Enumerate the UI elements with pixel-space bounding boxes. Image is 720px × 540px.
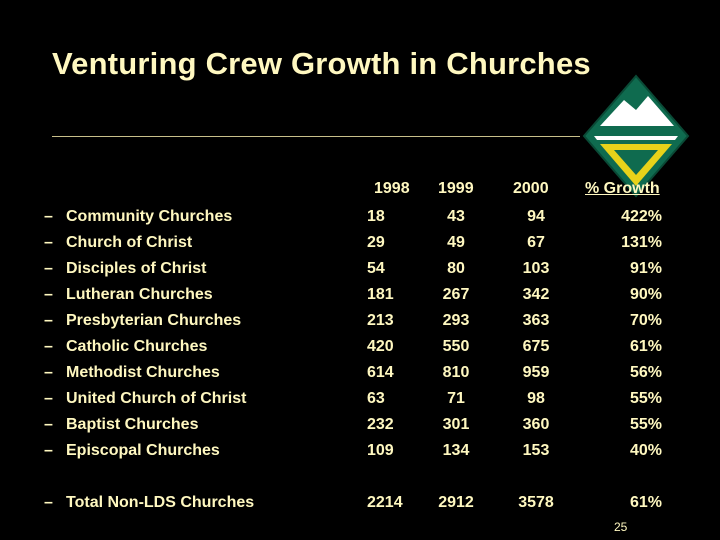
row-bullet: – — [44, 312, 53, 329]
table-row: – Disciples of Christ 54 80 103 91% — [0, 260, 720, 286]
cell-growth: 422% — [621, 208, 662, 225]
row-bullet: – — [44, 208, 53, 225]
cell-1999: 43 — [447, 208, 465, 225]
row-bullet: – — [44, 234, 53, 251]
cell-1999: 550 — [442, 338, 470, 355]
cell-2000: 103 — [522, 260, 550, 277]
row-bullet: – — [44, 442, 53, 459]
cell-growth: 55% — [629, 390, 662, 407]
row-bullet: – — [44, 286, 53, 303]
cell-2000: 360 — [522, 416, 550, 433]
row-church-name: Catholic Churches — [66, 338, 208, 355]
cell-1998: 54 — [367, 260, 385, 277]
table-row: – United Church of Christ 63 71 98 55% — [0, 390, 720, 416]
cell-1999: 71 — [447, 390, 465, 407]
cell-1999: 134 — [442, 442, 470, 459]
row-bullet: – — [44, 338, 53, 355]
row-church-name: United Church of Christ — [66, 390, 247, 407]
cell-1998: 232 — [367, 416, 394, 433]
cell-growth: 40% — [629, 442, 662, 459]
row-church-name: Lutheran Churches — [66, 286, 213, 303]
cell-growth: 56% — [629, 364, 662, 381]
cell-2000: 3578 — [518, 494, 554, 511]
row-church-name: Church of Christ — [66, 234, 193, 251]
cell-2000: 363 — [522, 312, 550, 329]
cell-1998: 109 — [367, 442, 394, 459]
cell-2000: 675 — [522, 338, 550, 355]
cell-2000: 67 — [527, 234, 545, 251]
cell-growth: 70% — [629, 312, 662, 329]
cell-1998: 213 — [367, 312, 394, 329]
table-row: – Lutheran Churches 181 267 342 90% — [0, 286, 720, 312]
table-row: – Catholic Churches 420 550 675 61% — [0, 338, 720, 364]
table-row: – Methodist Churches 614 810 959 56% — [0, 364, 720, 390]
row-bullet: – — [44, 494, 53, 511]
table-row: – Community Churches 18 43 94 422% — [0, 208, 720, 234]
row-church-name: Community Churches — [66, 208, 233, 225]
cell-1998: 18 — [367, 208, 385, 225]
cell-growth: 61% — [629, 494, 662, 511]
cell-1998: 29 — [367, 234, 385, 251]
cell-1998: 181 — [367, 286, 394, 303]
table-row: – Baptist Churches 232 301 360 55% — [0, 416, 720, 442]
venturing-logo-icon — [582, 74, 690, 198]
row-bullet: – — [44, 390, 53, 407]
title-divider — [52, 136, 580, 137]
cell-growth: 61% — [629, 338, 662, 355]
cell-1999: 301 — [442, 416, 470, 433]
cell-growth: 131% — [621, 234, 662, 251]
cell-1999: 267 — [442, 286, 470, 303]
cell-2000: 342 — [522, 286, 550, 303]
cell-1999: 293 — [442, 312, 470, 329]
row-church-name: Methodist Churches — [66, 364, 220, 381]
header-1998: 1998 — [374, 180, 410, 197]
row-church-name: Presbyterian Churches — [66, 312, 242, 329]
table-row: – Presbyterian Churches 213 293 363 70% — [0, 312, 720, 338]
row-bullet: – — [44, 260, 53, 277]
cell-2000: 959 — [522, 364, 550, 381]
table-row: – Episcopal Churches 109 134 153 40% — [0, 442, 720, 468]
slide-title: Venturing Crew Growth in Churches — [52, 46, 591, 81]
cell-1999: 80 — [447, 260, 465, 277]
table-row: – Church of Christ 29 49 67 131% — [0, 234, 720, 260]
row-church-name: Baptist Churches — [66, 416, 199, 433]
row-church-name: Disciples of Christ — [66, 260, 207, 277]
page-number: 25 — [614, 520, 628, 534]
row-church-name: Episcopal Churches — [66, 442, 220, 459]
cell-growth: 91% — [629, 260, 662, 277]
row-bullet: – — [44, 416, 53, 433]
cell-1999: 49 — [447, 234, 465, 251]
cell-2000: 94 — [527, 208, 545, 225]
header-growth: % Growth — [585, 180, 660, 197]
cell-1999: 810 — [442, 364, 470, 381]
cell-growth: 55% — [629, 416, 662, 433]
row-bullet: – — [44, 364, 53, 381]
cell-1998: 2214 — [367, 494, 403, 511]
cell-growth: 90% — [629, 286, 662, 303]
row-church-name: Total Non-LDS Churches — [66, 494, 255, 511]
cell-1998: 614 — [367, 364, 394, 381]
cell-1999: 2912 — [438, 494, 474, 511]
header-1999: 1999 — [438, 180, 474, 197]
table-row-total: – Total Non-LDS Churches 2214 2912 3578 … — [0, 494, 720, 520]
header-2000: 2000 — [513, 180, 549, 197]
cell-1998: 63 — [367, 390, 385, 407]
cell-1998: 420 — [367, 338, 394, 355]
cell-2000: 153 — [522, 442, 550, 459]
cell-2000: 98 — [527, 390, 545, 407]
